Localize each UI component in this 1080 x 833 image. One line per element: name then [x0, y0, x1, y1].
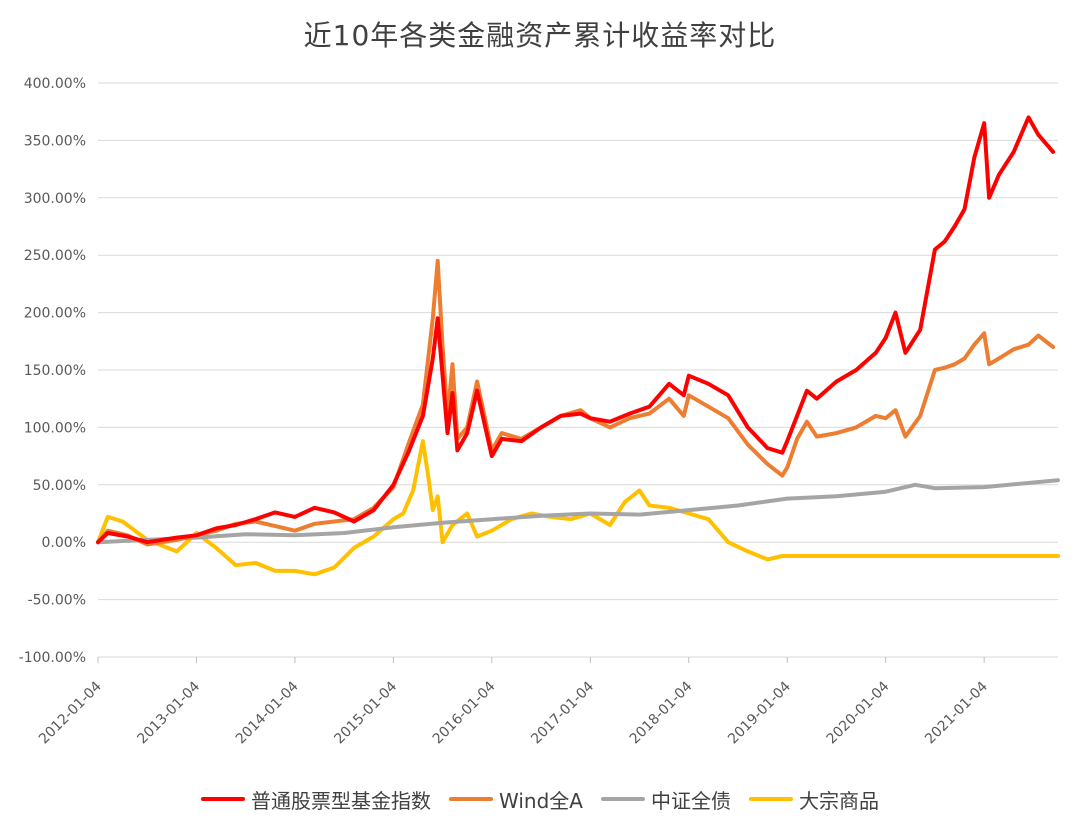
legend-swatch [201, 797, 246, 801]
x-tick-label: 2017-01-04 [528, 678, 597, 747]
legend-swatch [748, 797, 793, 801]
legend-label: 大宗商品 [798, 788, 879, 813]
x-tick-label: 2013-01-04 [134, 678, 203, 747]
x-tick-label: 2020-01-04 [824, 678, 893, 747]
legend-swatch [449, 797, 494, 801]
series-line [96, 439, 1060, 577]
series-line [96, 258, 1056, 547]
y-tick-label: 350.00% [24, 133, 86, 149]
legend: 普通股票型基金指数 Wind全A 中证全债 大宗商品 [0, 784, 1080, 814]
plot-area: 400.00% 350.00% 300.00% 250.00% 200.00% 150.0… [19, 76, 1060, 747]
y-tick-label: -50.00% [28, 593, 86, 609]
series-line [96, 115, 1056, 545]
legend-item: 大宗商品 [748, 785, 879, 814]
y-tick-label: 100.00% [24, 420, 86, 436]
x-tick-label: 2016-01-04 [430, 678, 499, 747]
legend-label: Wind全A [499, 788, 583, 813]
legend-label: 中证全债 [650, 788, 731, 813]
legend-item: Wind全A [449, 785, 583, 814]
y-tick-label: 150.00% [24, 363, 86, 379]
x-tick-label: 2015-01-04 [331, 678, 400, 747]
x-tick-label: 2014-01-04 [233, 678, 302, 747]
x-tick-label: 2018-01-04 [627, 678, 696, 747]
series-line [96, 478, 1060, 545]
legend-label: 普通股票型基金指数 [251, 788, 432, 813]
y-tick-label: 300.00% [24, 191, 86, 207]
y-tick-label: -100.00% [19, 650, 86, 666]
x-tick-label: 2021-01-04 [922, 678, 991, 747]
y-tick-label: 50.00% [33, 478, 86, 494]
y-tick-label: 250.00% [24, 248, 86, 264]
legend-item: 中证全债 [600, 785, 731, 814]
x-tick-label: 2012-01-04 [36, 678, 105, 747]
legend-swatch [600, 797, 645, 801]
y-tick-label: 400.00% [24, 76, 86, 92]
legend-item: 普通股票型基金指数 [201, 785, 431, 814]
y-tick-label: 0.00% [42, 535, 86, 551]
chart-title: 近10年各类金融资产累计收益率对比 [303, 19, 777, 52]
x-tick-label: 2019-01-04 [725, 678, 794, 747]
y-tick-label: 200.00% [24, 306, 86, 322]
